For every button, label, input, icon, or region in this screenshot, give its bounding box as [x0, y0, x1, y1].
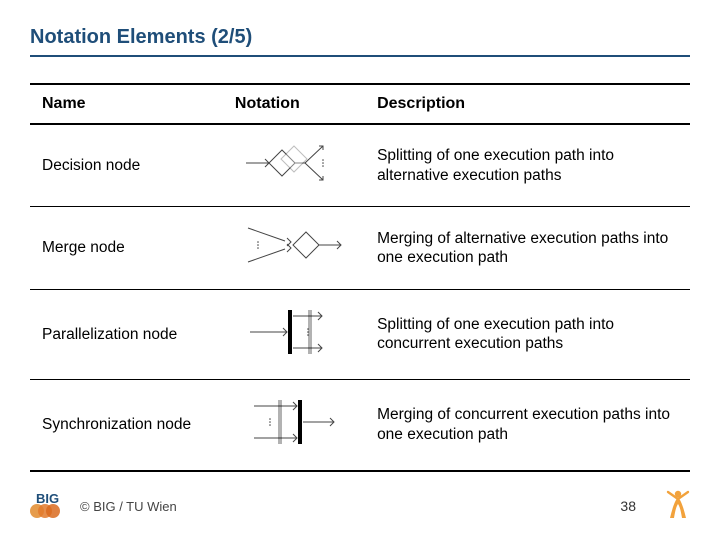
cell-notation: [223, 289, 365, 379]
cell-name: Parallelization node: [30, 289, 223, 379]
table-row: Decision node Splitting of one execution…: [30, 124, 690, 207]
table-row: Merge node Merging of alternative execut…: [30, 207, 690, 289]
cell-name: Merge node: [30, 207, 223, 289]
join-node-icon: [240, 394, 350, 455]
slide-footer: BIG © BIG / TU Wien 38: [28, 488, 692, 524]
cell-description: Splitting of one execution path into con…: [365, 289, 690, 379]
decision-node-icon: [240, 139, 350, 192]
cell-description: Merging of alternative execution paths i…: [365, 207, 690, 289]
table-row: Parallelization node Splitting of one ex…: [30, 289, 690, 379]
cell-name: Synchronization node: [30, 380, 223, 471]
svg-text:BIG: BIG: [36, 491, 59, 506]
title-underline: [30, 55, 690, 57]
cell-name: Decision node: [30, 124, 223, 207]
footer-copyright: © BIG / TU Wien: [80, 499, 177, 514]
col-header-notation: Notation: [223, 84, 365, 124]
big-logo-icon: BIG: [28, 490, 72, 523]
cell-description: Merging of concurrent execution paths in…: [365, 380, 690, 471]
col-header-description: Description: [365, 84, 690, 124]
table-header-row: Name Notation Description: [30, 84, 690, 124]
page-number: 38: [620, 498, 636, 514]
slide-title: Notation Elements (2/5): [30, 26, 690, 55]
notation-table: Name Notation Description Decision node …: [30, 83, 690, 472]
fork-node-icon: [240, 304, 350, 365]
figure-logo-icon: [664, 488, 692, 525]
cell-notation: [223, 207, 365, 289]
table-row: Synchronization node Merging of concurre…: [30, 380, 690, 471]
cell-notation: [223, 380, 365, 471]
cell-notation: [223, 124, 365, 207]
cell-description: Splitting of one execution path into alt…: [365, 124, 690, 207]
merge-node-icon: [240, 221, 350, 274]
col-header-name: Name: [30, 84, 223, 124]
